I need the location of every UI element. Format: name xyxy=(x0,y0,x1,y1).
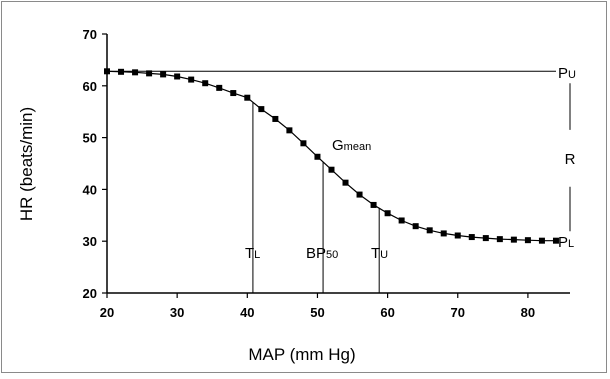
y-tick-label: 60 xyxy=(83,79,97,94)
y-tick-label: 50 xyxy=(83,131,97,146)
annotation-tu-sub: U xyxy=(380,249,388,261)
annotation-pu-main: P xyxy=(558,65,568,82)
data-point xyxy=(440,230,447,237)
annotation-pu-sub: U xyxy=(568,69,576,81)
annotation-tu: TU xyxy=(371,245,388,262)
annotation-bp50: BP50 xyxy=(306,245,338,262)
annotation-gmean-sub: mean xyxy=(344,141,372,153)
data-point xyxy=(174,73,181,80)
annotation-bp50-sub: 50 xyxy=(326,249,338,261)
y-tick-label: 70 xyxy=(83,27,97,42)
data-point xyxy=(356,191,363,198)
data-point xyxy=(258,106,265,113)
data-point xyxy=(216,84,223,91)
annotation-bp50-main: BP xyxy=(306,245,326,262)
x-tick-label: 30 xyxy=(170,305,184,320)
annotation-gmean: Gmean xyxy=(332,137,371,154)
y-tick-label: 40 xyxy=(83,182,97,197)
data-point xyxy=(160,71,167,78)
data-point xyxy=(328,166,335,173)
x-tick-label: 20 xyxy=(100,305,114,320)
series-line xyxy=(106,70,556,242)
data-point xyxy=(286,127,293,134)
annotation-gmean-main: G xyxy=(332,137,344,154)
annotation-pu: PU xyxy=(558,65,576,82)
data-point xyxy=(482,235,489,242)
annotation-pl-main: P xyxy=(558,234,568,251)
data-point xyxy=(524,237,531,244)
annotation-r: R xyxy=(565,151,576,168)
annotation-tu-main: T xyxy=(371,245,380,262)
data-point xyxy=(454,232,461,239)
data-point xyxy=(468,234,475,241)
x-tick-label: 80 xyxy=(521,305,535,320)
x-tick-label: 40 xyxy=(240,305,254,320)
data-point xyxy=(398,217,405,224)
data-point xyxy=(230,90,237,97)
data-point xyxy=(538,237,545,244)
reference-lines xyxy=(107,70,571,293)
data-point xyxy=(384,210,391,217)
x-axis-title: MAP (mm Hg) xyxy=(248,345,355,364)
annotation-tl: TL xyxy=(245,245,260,262)
x-tick-label: 50 xyxy=(310,305,324,320)
data-point xyxy=(132,69,139,76)
data-point xyxy=(188,76,195,83)
data-point xyxy=(146,70,153,77)
data-point xyxy=(552,237,559,244)
data-point xyxy=(272,115,279,122)
data-point xyxy=(426,227,433,234)
data-point xyxy=(300,140,307,147)
figure-frame: 20 30 40 50 60 70 20 30 40 50 60 70 80 HR (beats/min… xyxy=(1,1,607,373)
data-point xyxy=(510,236,517,243)
series xyxy=(104,68,559,244)
annotation-tl-sub: L xyxy=(254,249,260,261)
axes: 20 30 40 50 60 70 20 30 40 50 60 70 80 xyxy=(83,27,570,320)
data-point xyxy=(104,68,110,75)
chart: 20 30 40 50 60 70 20 30 40 50 60 70 80 HR (beats/min… xyxy=(17,27,576,364)
annotations: HR (beats/min) MAP (mm Hg) PU R PL Gmean… xyxy=(17,65,576,364)
data-point xyxy=(314,153,321,160)
data-point xyxy=(412,223,419,230)
annotation-tl-main: T xyxy=(245,245,254,262)
y-tick-label: 30 xyxy=(83,234,97,249)
x-tick-label: 60 xyxy=(380,305,394,320)
annotation-pl: PL xyxy=(558,234,574,251)
data-point xyxy=(496,236,503,243)
data-point xyxy=(244,94,251,101)
data-point xyxy=(202,80,209,87)
y-tick-label: 20 xyxy=(83,286,97,301)
data-point xyxy=(370,201,377,208)
data-point xyxy=(342,179,349,186)
data-point xyxy=(118,68,125,75)
annotation-pl-sub: L xyxy=(568,238,574,250)
x-tick-label: 70 xyxy=(451,305,465,320)
y-axis-title: HR (beats/min) xyxy=(17,107,36,221)
